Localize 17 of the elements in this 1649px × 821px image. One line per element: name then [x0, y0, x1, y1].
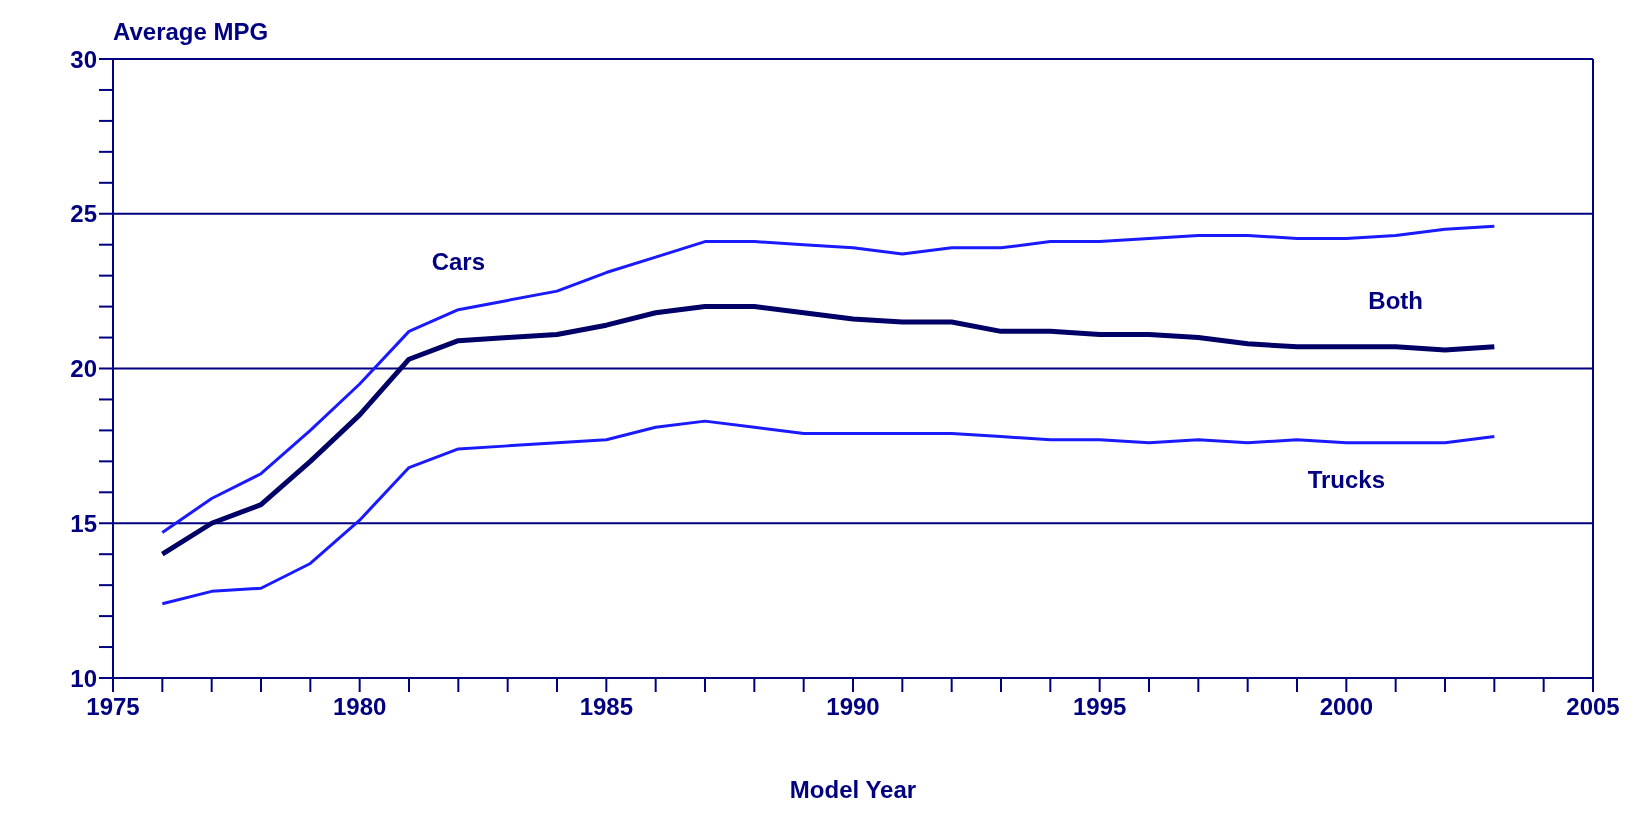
- x-tick-label: 1990: [826, 693, 880, 721]
- series-label: Both: [1368, 286, 1423, 314]
- y-tick-label: 15: [70, 509, 97, 537]
- series-label: Trucks: [1307, 465, 1386, 493]
- x-tick-label: 1985: [579, 693, 634, 721]
- y-tick-label: 20: [70, 355, 97, 383]
- x-tick-label: 1980: [332, 693, 387, 721]
- x-tick-label: 1975: [86, 693, 140, 721]
- y-tick-label: 25: [70, 200, 97, 228]
- y-tick-label: 10: [70, 664, 97, 692]
- x-tick-label: 2005: [1566, 693, 1620, 721]
- x-tick-label: 1995: [1072, 693, 1127, 721]
- series-label: Cars: [431, 247, 486, 275]
- x-axis-title: Model Year: [789, 776, 917, 803]
- y-tick-label: 30: [70, 45, 97, 73]
- x-tick-label: 2000: [1319, 693, 1374, 721]
- y-axis-title: Average MPG: [113, 18, 269, 46]
